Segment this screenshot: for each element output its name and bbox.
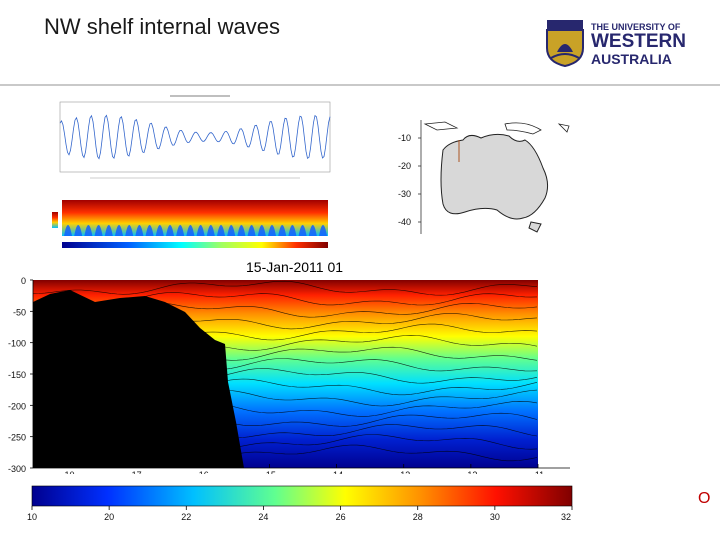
section-x-tick-label: -14 xyxy=(330,470,343,474)
isotherm-line xyxy=(32,280,538,296)
section-y-tick-label: -300 xyxy=(8,464,26,474)
colorbar-tick-label: 28 xyxy=(413,512,423,522)
corner-mark: O xyxy=(698,490,711,507)
section-y-axis: 0 -50 -100 -150 -200 -250 -300 xyxy=(8,276,33,474)
colorbar-tick-label: 32 xyxy=(561,512,571,522)
map-y-tick-label: -30 xyxy=(398,189,411,199)
section-x-tick-label: -13 xyxy=(397,470,410,474)
tasmania xyxy=(528,221,542,233)
section-x-tick-label: -16 xyxy=(196,470,209,474)
hovmoller-panel xyxy=(40,192,340,254)
section-y-tick-label: -100 xyxy=(8,339,26,349)
hovmoller-wave-troughs xyxy=(64,225,327,236)
colorbar-tick-label: 22 xyxy=(181,512,191,522)
section-y-tick-label: -250 xyxy=(8,433,26,443)
university-logo: THE UNIVERSITY OF WESTERN AUSTRALIA xyxy=(545,18,686,70)
colorbar-tick-label: 10 xyxy=(27,512,37,522)
colorbar-ticks: 10 20 22 24 26 28 30 32 xyxy=(27,506,573,522)
time-series-line xyxy=(59,114,331,160)
temperature-colorbar: 10 20 22 24 26 28 30 32 xyxy=(0,480,580,524)
logo-line-1: THE UNIVERSITY OF xyxy=(591,22,681,32)
section-y-tick-label: -150 xyxy=(8,370,26,380)
crest-icon xyxy=(546,20,584,68)
section-y-tick-label: -200 xyxy=(8,401,26,411)
header-divider xyxy=(0,84,720,86)
time-series-panel xyxy=(50,92,340,192)
australia-map: -10 -20 -30 -40 xyxy=(385,118,585,236)
colorbar-gradient xyxy=(31,485,573,507)
section-x-tick-label: -10 xyxy=(61,470,74,474)
plot-date-label: 15-Jan-2011 01 xyxy=(246,259,344,275)
section-x-tick-label: -11 xyxy=(532,470,544,474)
map-y-axis: -10 -20 -30 -40 xyxy=(398,133,421,227)
map-y-tick-label: -20 xyxy=(398,161,411,171)
australia-landmass xyxy=(440,133,549,220)
map-y-tick-label: -10 xyxy=(398,133,411,143)
colorbar-tick-label: 24 xyxy=(258,512,268,522)
map-y-tick-label: -40 xyxy=(398,217,411,227)
section-x-tick-label: -17 xyxy=(129,470,142,474)
section-y-tick-label: 0 xyxy=(21,276,26,286)
seabed-bathymetry xyxy=(33,290,244,468)
colorbar-tick-label: 30 xyxy=(490,512,500,522)
colorbar-tick-label: 26 xyxy=(336,512,346,522)
section-x-tick-label: -12 xyxy=(464,470,477,474)
logo-line-3: AUSTRALIA xyxy=(591,51,672,67)
section-y-tick-label: -50 xyxy=(13,307,26,317)
colorbar-tick-label: 20 xyxy=(104,512,114,522)
temperature-section-plot: 0 -50 -100 -150 -200 -250 -300 -10 -17 -16 -15 -14… xyxy=(0,272,580,480)
slide-title: NW shelf internal waves xyxy=(44,14,280,39)
logo-line-2: WESTERN xyxy=(591,31,686,52)
section-x-tick-label: -15 xyxy=(263,470,276,474)
